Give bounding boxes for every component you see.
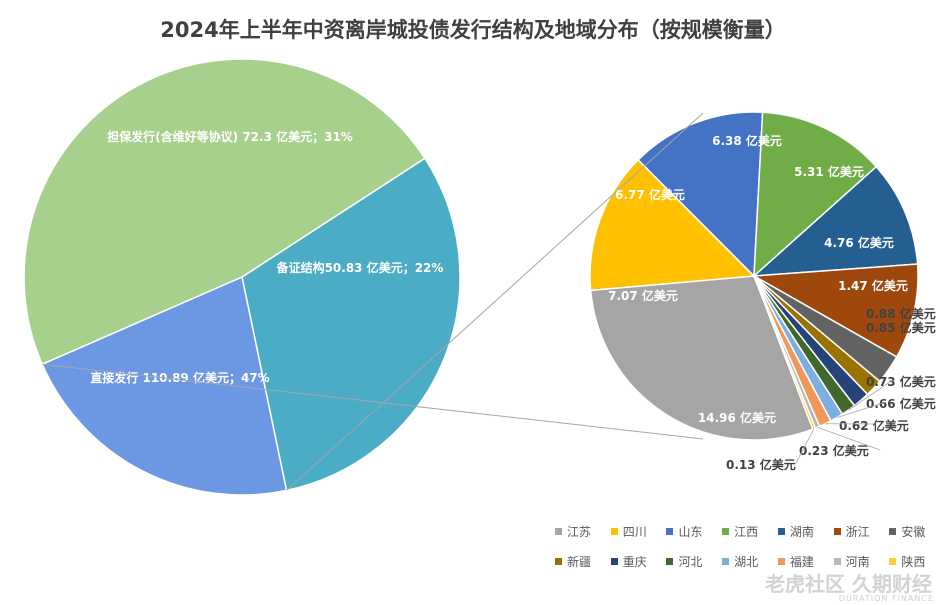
region-pie-slice <box>751 263 919 358</box>
legend-item: 四川 <box>610 523 667 539</box>
region-pie-label: 14.96 亿美元 <box>698 410 776 425</box>
legend-swatch <box>833 557 841 565</box>
main-pie-slice <box>241 157 461 492</box>
legend-item: 江西 <box>722 523 778 539</box>
main-pie-slice <box>41 275 288 496</box>
legend-swatch <box>889 527 897 535</box>
legend-swatch <box>610 557 618 565</box>
legend-swatch <box>666 557 674 565</box>
main-pie-label: 备证结构50.83 亿美元；22% <box>276 260 444 275</box>
legend-swatch <box>833 527 841 535</box>
legend-item: 新疆 <box>555 553 611 569</box>
leader-line <box>795 428 815 464</box>
watermark: 老虎社区 久期财经 <box>765 572 932 596</box>
legend-label: 重庆 <box>622 554 647 569</box>
main-pie-slice <box>23 58 426 366</box>
legend-label: 湖南 <box>789 524 814 539</box>
region-pie-label: 0.66 亿美元 <box>866 396 936 411</box>
connector-line <box>42 363 704 440</box>
legend-label: 河北 <box>678 554 703 569</box>
legend-swatch <box>722 527 730 535</box>
legend-item: 陕西 <box>889 553 945 569</box>
legend-row-2: 新疆 重庆 河北 湖北 福建 河南 陕西 <box>555 553 945 569</box>
region-pie-label: 4.76 亿美元 <box>824 235 894 250</box>
legend-item: 安徽 <box>889 523 945 539</box>
legend-swatch <box>722 557 730 565</box>
region-pie-label: 6.38 亿美元 <box>712 133 782 148</box>
region-pie-label: 0.73 亿美元 <box>866 374 936 389</box>
legend-label: 陕西 <box>901 554 926 569</box>
legend-swatch <box>555 557 562 565</box>
region-pie-label: 6.77 亿美元 <box>615 187 685 202</box>
legend-swatch <box>610 527 618 535</box>
connector-line <box>286 112 704 491</box>
legend-label: 四川 <box>622 524 647 539</box>
legend-swatch <box>889 557 897 565</box>
leader-line <box>817 426 881 451</box>
region-pie-label: 1.47 亿美元 <box>838 278 908 293</box>
legend-swatch <box>777 527 785 535</box>
legend-item: 河南 <box>833 553 890 569</box>
legend-label: 新疆 <box>567 554 592 569</box>
main-pie <box>23 58 461 496</box>
region-pie-label: 0.13 亿美元 <box>726 457 796 472</box>
region-pie-label: 0.85 亿美元 <box>866 320 936 335</box>
leader-line <box>848 379 894 411</box>
legend-item: 湖北 <box>722 553 778 569</box>
legend-label: 江西 <box>734 524 759 539</box>
legend-label: 山东 <box>678 524 703 539</box>
legend-row-1: 江苏 四川 山东 江西 湖南 浙江 安徽 <box>555 523 945 539</box>
legend-label: 福建 <box>789 554 814 569</box>
legend-label: 河南 <box>845 554 870 569</box>
region-pie-label: 0.62 亿美元 <box>839 418 909 433</box>
chart-legend: 江苏 四川 山东 江西 湖南 浙江 安徽 新疆 重庆 河北 湖北 福建 河南 陕西 <box>555 523 945 583</box>
region-pie-label: 0.23 亿美元 <box>799 443 869 458</box>
legend-label: 安徽 <box>901 524 926 539</box>
main-pie-label: 直接发行 110.89 亿美元；47% <box>90 370 269 385</box>
region-pie-slice <box>589 158 756 292</box>
legend-item: 浙江 <box>833 523 890 539</box>
legend-swatch <box>777 557 785 565</box>
main-pie-label: 担保发行(含维好等协议) 72.3 亿美元；31% <box>107 129 353 144</box>
legend-item: 福建 <box>777 553 834 569</box>
legend-label: 江苏 <box>567 524 592 539</box>
leader-line <box>836 401 887 419</box>
legend-swatch <box>555 527 562 535</box>
legend-item: 重庆 <box>610 553 667 569</box>
legend-item: 湖南 <box>777 523 834 539</box>
watermark-sub: DURATION FINANCE <box>838 594 934 603</box>
region-pie-label: 5.31 亿美元 <box>794 164 864 179</box>
region-pie-slice <box>589 275 814 441</box>
region-pie <box>589 111 919 441</box>
region-pie-slice <box>751 165 919 277</box>
legend-item: 山东 <box>666 523 722 539</box>
legend-label: 浙江 <box>845 524 870 539</box>
region-pie-label: 0.88 亿美元 <box>866 306 936 321</box>
region-pie-slice <box>753 111 878 278</box>
legend-item: 河北 <box>666 553 722 569</box>
legend-swatch <box>666 527 674 535</box>
region-pie-slice <box>637 111 764 278</box>
legend-item: 江苏 <box>555 523 611 539</box>
region-pie-label: 7.07 亿美元 <box>608 288 678 303</box>
chart-title: 2024年上半年中资离岸城投债发行结构及地域分布（按规模衡量） <box>160 18 786 42</box>
legend-label: 湖北 <box>734 554 759 569</box>
